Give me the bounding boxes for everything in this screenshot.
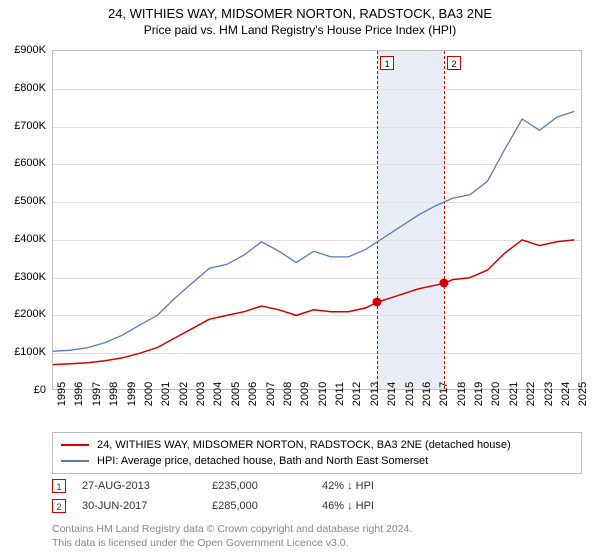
x-tick-label: 2000 [143,382,155,406]
footer-line-2: This data is licensed under the Open Gov… [52,536,412,550]
x-tick-label: 2003 [195,382,207,406]
legend-item: 24, WITHIES WAY, MIDSOMER NORTON, RADSTO… [61,437,573,453]
sale-pct: 46% ↓ HPI [322,500,422,512]
legend-label: 24, WITHIES WAY, MIDSOMER NORTON, RADSTO… [97,439,511,451]
legend-swatch [61,460,89,462]
y-tick-label: £700K [0,120,46,132]
sale-marker-box: 1 [52,479,66,493]
sale-pct: 42% ↓ HPI [322,480,422,492]
sale-date: 30-JUN-2017 [82,500,212,512]
x-tick-label: 2025 [577,382,589,406]
x-tick-label: 2018 [456,382,468,406]
x-tick-label: 2014 [386,382,398,406]
x-tick-label: 2016 [421,382,433,406]
footer: Contains HM Land Registry data © Crown c… [52,522,412,550]
x-tick-label: 1998 [108,382,120,406]
x-tick-label: 2001 [160,382,172,406]
x-tick-label: 2006 [247,382,259,406]
x-tick-label: 2010 [317,382,329,406]
marker-box: 2 [447,56,461,70]
legend-item: HPI: Average price, detached house, Bath… [61,453,573,469]
x-tick-label: 2013 [369,382,381,406]
x-tick-label: 2009 [299,382,311,406]
series-hpi [53,111,574,351]
x-tick-label: 1997 [91,382,103,406]
sale-price: £285,000 [212,500,322,512]
y-tick-label: £300K [0,271,46,283]
sale-marker-box: 2 [52,499,66,513]
x-tick-label: 2022 [525,382,537,406]
x-tick-label: 1995 [56,382,68,406]
sale-row: 2 30-JUN-2017£285,00046% ↓ HPI [52,496,422,516]
x-tick-label: 2012 [351,382,363,406]
legend-label: HPI: Average price, detached house, Bath… [97,455,428,467]
line-series [53,51,583,391]
y-tick-label: £600K [0,157,46,169]
x-tick-label: 2004 [212,382,224,406]
x-tick-label: 2005 [230,382,242,406]
sale-row: 1 27-AUG-2013£235,00042% ↓ HPI [52,476,422,496]
sale-price: £235,000 [212,480,322,492]
legend: 24, WITHIES WAY, MIDSOMER NORTON, RADSTO… [52,432,582,474]
y-tick-label: £500K [0,195,46,207]
x-tick-label: 1999 [126,382,138,406]
footer-line-1: Contains HM Land Registry data © Crown c… [52,522,412,536]
x-tick-label: 2019 [473,382,485,406]
x-tick-label: 1996 [73,382,85,406]
y-tick-label: £100K [0,346,46,358]
sale-date: 27-AUG-2013 [82,480,212,492]
x-tick-label: 2020 [490,382,502,406]
x-tick-label: 2024 [560,382,572,406]
y-tick-label: £800K [0,82,46,94]
sales-table: 1 27-AUG-2013£235,00042% ↓ HPI 2 30-JUN-201… [52,476,422,516]
x-tick-label: 2008 [282,382,294,406]
marker-dot [439,279,448,288]
plot-area [52,50,582,390]
title-block: 24, WITHIES WAY, MIDSOMER NORTON, RADSTO… [0,0,600,37]
title-address: 24, WITHIES WAY, MIDSOMER NORTON, RADSTO… [0,6,600,21]
legend-swatch [61,444,89,446]
x-tick-label: 2007 [265,382,277,406]
series-price_paid [53,240,574,365]
marker-box: 1 [380,56,394,70]
x-tick-label: 2023 [543,382,555,406]
y-tick-label: £0 [0,384,46,396]
marker-dot [373,298,382,307]
title-subtitle: Price paid vs. HM Land Registry's House … [0,23,600,37]
y-tick-label: £400K [0,233,46,245]
x-tick-label: 2011 [334,382,346,406]
x-tick-label: 2015 [404,382,416,406]
x-tick-label: 2017 [438,382,450,406]
page: 24, WITHIES WAY, MIDSOMER NORTON, RADSTO… [0,0,600,560]
y-tick-label: £200K [0,308,46,320]
chart: £0£100K£200K£300K£400K£500K£600K£700K£80… [52,50,582,390]
x-tick-label: 2002 [178,382,190,406]
y-tick-label: £900K [0,44,46,56]
x-tick-label: 2021 [508,382,520,406]
